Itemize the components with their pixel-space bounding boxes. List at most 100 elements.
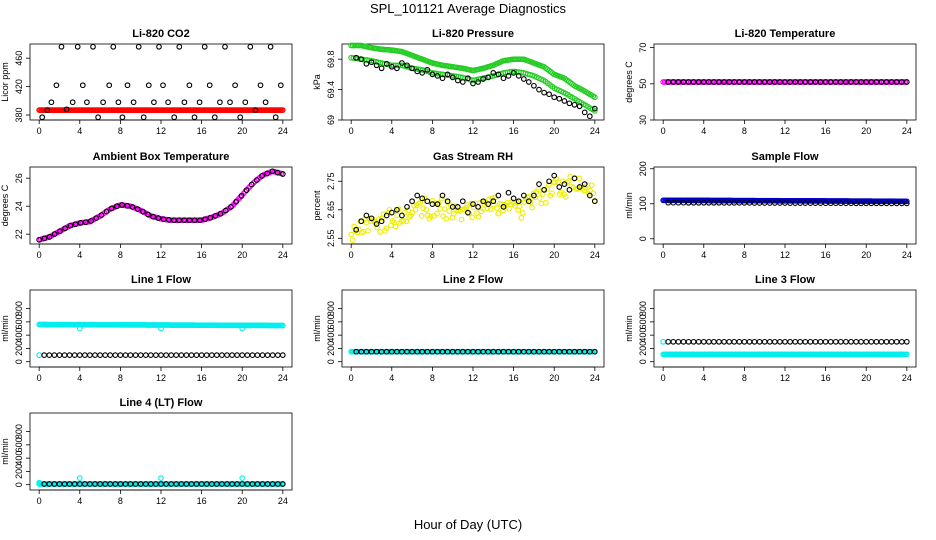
data-point	[761, 338, 768, 345]
y-tick-label: 420	[14, 79, 24, 94]
data-point	[660, 338, 667, 345]
data-point	[399, 60, 405, 66]
data-point	[535, 186, 541, 193]
x-tick-label: 0	[661, 373, 666, 383]
data-point	[581, 109, 588, 116]
data-point	[510, 195, 517, 202]
data-point	[207, 214, 214, 221]
data-point	[274, 352, 281, 358]
y-axis-label: ml/min	[624, 192, 634, 219]
data-point	[505, 189, 512, 196]
data-point	[480, 198, 487, 205]
data-point	[63, 106, 70, 113]
x-tick-label: 16	[509, 250, 519, 260]
data-point	[183, 352, 190, 358]
figure-x-label: Hour of Day (UTC)	[413, 517, 523, 532]
data-point	[249, 352, 256, 358]
data-point	[95, 114, 101, 121]
data-point	[274, 169, 281, 176]
data-point	[832, 338, 839, 345]
x-tick-label: 12	[780, 126, 790, 136]
data-point	[388, 209, 395, 216]
x-tick-label: 0	[37, 250, 42, 260]
data-point	[98, 212, 105, 218]
data-point	[368, 215, 375, 222]
data-series	[665, 338, 910, 345]
chart-title: Sample Flow	[751, 151, 819, 163]
data-point	[843, 338, 849, 345]
x-tick-label: 12	[156, 250, 166, 260]
data-point	[848, 338, 854, 345]
data-point	[124, 202, 131, 209]
data-point	[93, 215, 100, 221]
data-series	[36, 321, 286, 329]
data-point	[46, 352, 53, 358]
data-point	[404, 204, 410, 210]
data-point	[102, 352, 109, 358]
y-tick-label: 380	[14, 108, 24, 123]
data-point	[400, 217, 407, 224]
data-series	[665, 79, 910, 85]
x-tick-label: 12	[780, 250, 790, 260]
data-point	[279, 322, 286, 329]
data-point	[903, 79, 910, 85]
data-point	[586, 113, 593, 120]
data-point	[429, 71, 436, 78]
data-point	[349, 237, 356, 244]
data-point	[110, 43, 117, 50]
x-tick-label: 20	[549, 250, 559, 260]
data-point	[797, 338, 804, 345]
data-point	[591, 94, 598, 101]
data-point	[423, 206, 430, 213]
data-point	[208, 352, 215, 358]
data-point	[441, 206, 448, 212]
data-point	[82, 219, 89, 226]
x-tick-label: 4	[701, 373, 706, 383]
x-tick-label: 8	[118, 373, 123, 383]
data-point	[127, 352, 134, 358]
data-point	[176, 217, 182, 224]
data-point	[238, 193, 245, 199]
data-point	[437, 206, 443, 212]
data-point	[74, 43, 81, 50]
data-point	[419, 195, 426, 202]
data-point	[405, 207, 411, 214]
chart-panel: Li-820 Pressure kPa 0 4 8 12 16 20 24 69 69.4 69.8	[312, 28, 605, 136]
data-point	[173, 352, 180, 358]
data-point	[417, 200, 423, 206]
data-point	[198, 352, 205, 358]
x-tick-label: 24	[590, 373, 600, 383]
data-point	[279, 107, 286, 113]
data-point	[72, 221, 79, 228]
data-point	[500, 75, 507, 82]
data-point	[505, 73, 512, 79]
data-point	[212, 213, 219, 219]
x-tick-label: 20	[861, 250, 871, 260]
data-point	[222, 207, 229, 214]
data-series	[36, 475, 246, 486]
data-point	[434, 210, 440, 217]
data-series	[36, 168, 286, 243]
x-tick-label: 4	[701, 126, 706, 136]
data-point	[106, 82, 113, 89]
data-point	[519, 210, 526, 216]
x-tick-label: 0	[37, 126, 42, 136]
x-tick-label: 16	[509, 126, 519, 136]
data-point	[264, 170, 271, 177]
data-point	[206, 82, 213, 89]
y-tick-label: 70	[638, 43, 648, 53]
data-point	[90, 43, 96, 50]
data-point	[239, 475, 246, 481]
data-point	[591, 348, 598, 355]
y-tick-label: 0	[326, 359, 336, 364]
x-tick-label: 4	[701, 250, 706, 260]
data-point	[446, 208, 453, 214]
data-point	[219, 352, 225, 358]
data-point	[485, 201, 492, 207]
data-series	[353, 172, 598, 233]
data-point	[363, 60, 370, 67]
y-tick-label: 2.65	[326, 201, 336, 219]
x-tick-label: 4	[77, 250, 82, 260]
data-point	[272, 114, 279, 121]
data-point	[165, 99, 171, 106]
